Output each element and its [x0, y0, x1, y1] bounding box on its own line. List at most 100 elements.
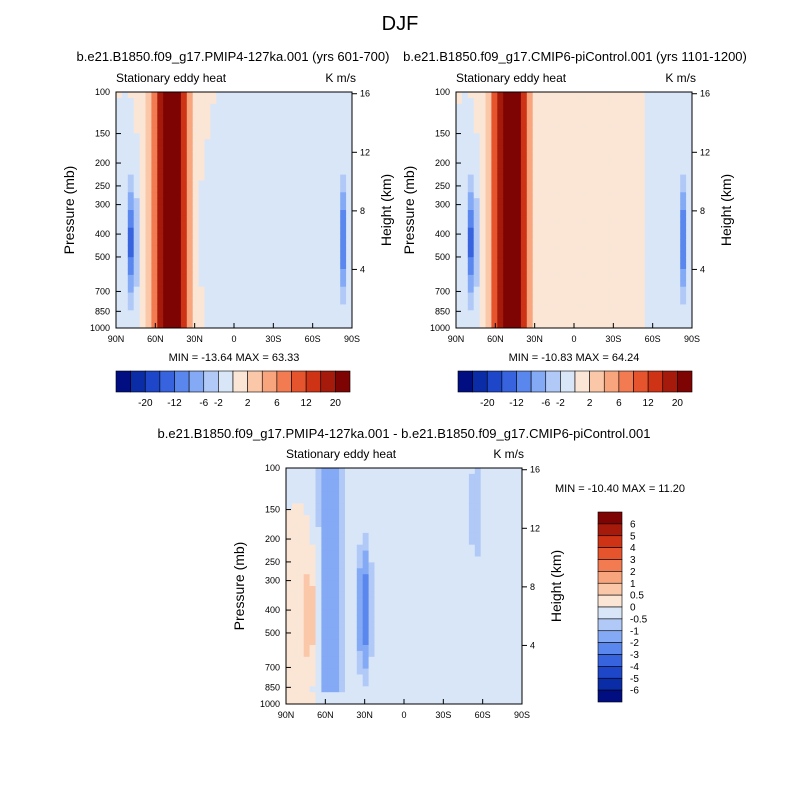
- field-cell: [504, 639, 511, 646]
- field-cell: [286, 650, 293, 658]
- field-cell: [321, 574, 328, 581]
- field-cell: [538, 227, 545, 234]
- field-cell: [668, 151, 675, 158]
- field-cell: [510, 597, 517, 605]
- field-cell: [392, 597, 399, 605]
- field-cell: [374, 503, 381, 510]
- field-cell: [169, 310, 176, 317]
- field-cell: [538, 280, 545, 288]
- field-cell: [404, 668, 411, 675]
- field-cell: [175, 192, 182, 199]
- field-cell: [515, 215, 522, 223]
- field-cell: [169, 251, 176, 258]
- field-cell: [180, 269, 188, 276]
- field-cell: [473, 115, 480, 122]
- field-cell: [509, 127, 516, 134]
- field-cell: [491, 156, 498, 164]
- field-cell: [350, 532, 358, 540]
- field-cell: [257, 280, 264, 288]
- field-cell: [328, 115, 335, 122]
- field-cell: [163, 133, 170, 140]
- field-cell: [192, 310, 199, 317]
- field-cell: [638, 127, 646, 134]
- field-cell: [686, 121, 692, 128]
- field-cell: [304, 221, 312, 229]
- field-cell: [304, 239, 312, 246]
- field-cell: [627, 227, 634, 234]
- field-cell: [286, 621, 293, 628]
- field-cell: [486, 550, 493, 557]
- field-cell: [116, 198, 123, 205]
- field-cell: [204, 304, 211, 311]
- field-cell: [316, 221, 323, 229]
- field-cell: [251, 204, 258, 211]
- field-cell: [644, 145, 652, 152]
- field-cell: [251, 97, 258, 105]
- field-cell: [574, 210, 581, 217]
- field-cell: [286, 532, 293, 540]
- field-cell: [222, 151, 229, 158]
- field-cell: [504, 468, 511, 475]
- field-cell: [486, 645, 493, 652]
- field-cell: [674, 127, 681, 134]
- field-cell: [492, 656, 499, 664]
- y-tick-label: 300: [95, 200, 110, 210]
- field-cell: [492, 574, 499, 581]
- field-cell: [597, 298, 604, 305]
- field-cell: [239, 162, 247, 170]
- field-cell: [544, 210, 551, 217]
- x-tick-label: 60S: [305, 334, 321, 344]
- field-cell: [427, 473, 434, 481]
- field-cell: [298, 221, 306, 229]
- field-cell: [304, 198, 312, 205]
- colorbar-swatch: [560, 370, 576, 393]
- field-cell: [245, 156, 253, 164]
- field-cell: [339, 580, 346, 587]
- field-cell: [121, 103, 129, 111]
- field-cell: [392, 615, 399, 622]
- field-cell: [286, 562, 293, 569]
- field-cell: [574, 103, 581, 111]
- field-cell: [339, 627, 346, 634]
- field-cell: [650, 251, 657, 258]
- field-cell: [520, 233, 528, 240]
- field-cell: [498, 662, 505, 669]
- panel-1-units: K m/s: [325, 71, 356, 85]
- field-cell: [216, 269, 223, 276]
- field-cell: [121, 168, 129, 175]
- field-cell: [216, 192, 223, 199]
- field-cell: [473, 233, 480, 240]
- field-cell: [245, 280, 253, 288]
- field-cell: [245, 133, 253, 140]
- field-cell: [451, 662, 458, 669]
- field-cell: [479, 174, 486, 181]
- field-cell: [380, 609, 387, 616]
- field-cell: [515, 274, 522, 282]
- field-cell: [451, 668, 458, 675]
- field-cell: [310, 156, 317, 164]
- field-cell: [192, 168, 199, 175]
- field-cell: [556, 310, 563, 317]
- field-cell: [210, 103, 217, 111]
- field-cell: [386, 556, 393, 563]
- field-cell: [421, 527, 428, 534]
- field-cell: [116, 304, 123, 311]
- field-cell: [346, 257, 352, 264]
- field-cell: [121, 257, 129, 264]
- field-cell: [374, 550, 381, 557]
- field-cell: [415, 639, 423, 646]
- field-cell: [680, 280, 687, 288]
- field-cell: [297, 509, 305, 516]
- field-cell: [668, 174, 675, 181]
- field-cell: [574, 269, 581, 276]
- y-tick-label: 1000: [260, 699, 280, 709]
- field-cell: [627, 97, 634, 105]
- field-cell: [638, 162, 646, 170]
- field-cell: [497, 221, 504, 229]
- field-cell: [316, 263, 323, 270]
- field-cell: [556, 198, 563, 205]
- field-cell: [368, 597, 375, 605]
- field-cell: [609, 127, 616, 134]
- field-cell: [362, 603, 369, 610]
- field-cell: [597, 310, 604, 317]
